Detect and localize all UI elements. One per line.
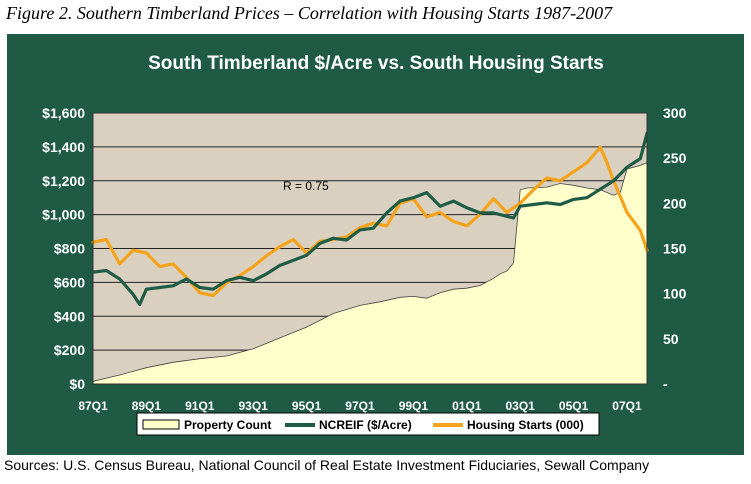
x-tick-label: 97Q1 [345, 399, 375, 413]
y-left-tick-label: $1,000 [42, 207, 85, 223]
x-tick-label: 93Q1 [239, 399, 269, 413]
y-right-tick-label: - [663, 376, 668, 392]
x-tick-label: 87Q1 [78, 399, 108, 413]
y-right-tick-label: 50 [663, 331, 679, 347]
y-right-tick-label: 200 [663, 195, 687, 211]
y-left-tick-label: $1,200 [42, 173, 85, 189]
y-left-tick-label: $1,600 [42, 105, 85, 121]
annotation-r: R = 0.75 [283, 179, 329, 193]
x-tick-label: 03Q1 [506, 399, 536, 413]
y-right-tick-label: 100 [663, 286, 687, 302]
y-left-tick-label: $800 [54, 241, 85, 257]
legend-box [136, 412, 600, 436]
y-left-tick-label: $200 [54, 342, 85, 358]
x-tick-label: 95Q1 [292, 399, 322, 413]
legend-label-ncreif: NCREIF ($/Acre) [319, 418, 412, 432]
y-left-tick-label: $1,400 [42, 139, 85, 155]
x-tick-label: 99Q1 [399, 399, 429, 413]
x-tick-label: 01Q1 [452, 399, 482, 413]
series-ncreif-line [91, 131, 649, 306]
legend-label-property-count: Property Count [184, 418, 271, 432]
chart-title: South Timberland $/Acre vs. South Housin… [148, 53, 604, 74]
y-right-tick-label: 300 [663, 105, 687, 121]
legend-swatch-property-count [142, 419, 180, 430]
x-tick-label: 91Q1 [185, 399, 215, 413]
x-tick-label: 05Q1 [559, 399, 589, 413]
chart: South Timberland $/Acre vs. South Housin… [42, 53, 687, 436]
y-left-tick-label: $0 [69, 376, 85, 392]
series-property-count-area [92, 162, 648, 385]
legend-label-housing: Housing Starts (000) [467, 418, 584, 432]
figure-caption: Figure 2. Southern Timberland Prices – C… [6, 3, 613, 23]
plot-border [92, 112, 648, 385]
y-right-tick-label: 250 [663, 150, 687, 166]
x-tick-label: 89Q1 [132, 399, 162, 413]
sources-note: Sources: U.S. Census Bureau, National Co… [4, 457, 650, 473]
y-left-tick-label: $400 [54, 308, 85, 324]
y-right-tick-label: 150 [663, 241, 687, 257]
y-left-tick-label: $600 [54, 274, 85, 290]
x-tick-label: 07Q1 [612, 399, 642, 413]
chart-frame: South Timberland $/Acre vs. South Housin… [7, 34, 744, 455]
